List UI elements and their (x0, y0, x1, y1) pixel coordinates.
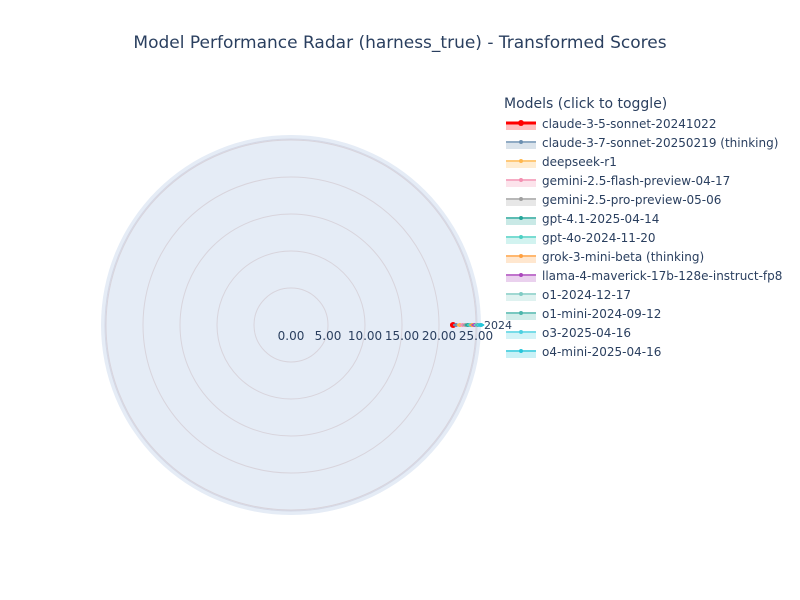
legend-swatch-fill (506, 257, 536, 263)
legend-swatch-fill (506, 352, 536, 358)
legend-swatch (506, 292, 536, 301)
legend-item[interactable]: grok-3-mini-beta (thinking) (504, 247, 796, 266)
legend-swatch-fill (506, 124, 536, 130)
radial-gridline (253, 287, 329, 363)
radial-tick-label: 25.00 (459, 329, 493, 343)
legend-label: claude-3-5-sonnet-20241022 (542, 116, 717, 131)
radial-tick-label: 20.00 (422, 329, 456, 343)
legend-swatch (506, 311, 536, 320)
radial-tick-label: 0.00 (278, 329, 305, 343)
legend-swatch-marker (519, 178, 523, 182)
legend-swatch-fill (506, 276, 536, 282)
legend-label: gemini-2.5-flash-preview-04-17 (542, 173, 731, 188)
legend-item[interactable]: gpt-4.1-2025-04-14 (504, 209, 796, 228)
legend-item[interactable]: o1-2024-12-17 (504, 285, 796, 304)
legend-item[interactable]: claude-3-7-sonnet-20250219 (thinking) (504, 133, 796, 152)
legend-item[interactable]: gemini-2.5-pro-preview-05-06 (504, 190, 796, 209)
legend-swatch (506, 254, 536, 263)
legend-swatch (506, 197, 536, 206)
legend-swatch-marker (519, 273, 523, 277)
legend-item[interactable]: llama-4-maverick-17b-128e-instruct-fp8 (504, 266, 796, 285)
legend-item[interactable]: o4-mini-2025-04-16 (504, 342, 796, 361)
angular-tick-label: 2024 (484, 319, 512, 332)
polar-background (104, 138, 478, 512)
legend-swatch-marker (519, 330, 523, 334)
legend-swatch-fill (506, 143, 536, 149)
legend-label: o4-mini-2025-04-16 (542, 344, 662, 359)
radial-gridline (216, 250, 366, 400)
legend-label: llama-4-maverick-17b-128e-instruct-fp8 (542, 268, 783, 283)
legend-label: gpt-4.1-2025-04-14 (542, 211, 660, 226)
legend-item[interactable]: gemini-2.5-flash-preview-04-17 (504, 171, 796, 190)
legend-swatch-marker (519, 349, 523, 353)
legend-swatch (506, 120, 536, 130)
radial-tick-label: 5.00 (315, 329, 342, 343)
legend-label: gpt-4o-2024-11-20 (542, 230, 656, 245)
legend-title: Models (click to toggle) (504, 96, 668, 112)
legend-swatch-marker (519, 292, 523, 296)
legend-label: grok-3-mini-beta (thinking) (542, 249, 705, 264)
legend-swatch-marker (519, 197, 523, 201)
legend-swatch (506, 159, 536, 168)
legend-swatch-marker (519, 216, 523, 220)
legend-item[interactable]: deepseek-r1 (504, 152, 796, 171)
legend-label: o3-2025-04-16 (542, 325, 632, 340)
legend-swatch-marker (519, 254, 523, 258)
legend-label: o1-2024-12-17 (542, 287, 632, 302)
legend-swatch (506, 140, 536, 149)
legend-swatch-marker (519, 311, 523, 315)
legend-swatch-fill (506, 162, 536, 168)
legend-swatch (506, 349, 536, 358)
legend-swatch-marker (519, 235, 523, 239)
legend-swatch-fill (506, 238, 536, 244)
legend-label: o1-mini-2024-09-12 (542, 306, 662, 321)
legend-item[interactable]: o1-mini-2024-09-12 (504, 304, 796, 323)
legend: Models (click to toggle) claude-3-5-sonn… (504, 95, 796, 361)
legend-swatch (506, 178, 536, 187)
legend-swatch-marker (519, 159, 523, 163)
legend-label: deepseek-r1 (542, 154, 617, 169)
legend-swatch-fill (506, 333, 536, 339)
radial-gridline (142, 176, 440, 474)
radial-tick-label: 10.00 (348, 329, 382, 343)
legend-swatch (506, 330, 536, 339)
legend-swatch-fill (506, 314, 536, 320)
legend-swatch-fill (506, 295, 536, 301)
legend-swatch (506, 235, 536, 244)
legend-swatch-fill (506, 219, 536, 225)
legend-item[interactable]: claude-3-5-sonnet-20241022 (504, 114, 796, 133)
radial-tick-label: 15.00 (385, 329, 419, 343)
radial-gridline (179, 213, 403, 437)
legend-label: gemini-2.5-pro-preview-05-06 (542, 192, 722, 207)
legend-swatch (506, 216, 536, 225)
radial-tick-labels: 0.00 5.00 10.00 15.00 20.00 25.00 (278, 329, 494, 343)
chart-title: Model Performance Radar (harness_true) -… (133, 33, 667, 53)
legend-swatch (506, 273, 536, 282)
series-point (479, 323, 484, 327)
legend-item[interactable]: o3-2025-04-16 (504, 323, 796, 342)
legend-label: claude-3-7-sonnet-20250219 (thinking) (542, 135, 779, 150)
legend-swatch-fill (506, 181, 536, 187)
legend-swatch-fill (506, 200, 536, 206)
legend-items: claude-3-5-sonnet-20241022 claude-3-7-son… (504, 114, 796, 361)
legend-swatch-marker (518, 120, 524, 126)
legend-swatch-marker (519, 140, 523, 144)
legend-item[interactable]: gpt-4o-2024-11-20 (504, 228, 796, 247)
